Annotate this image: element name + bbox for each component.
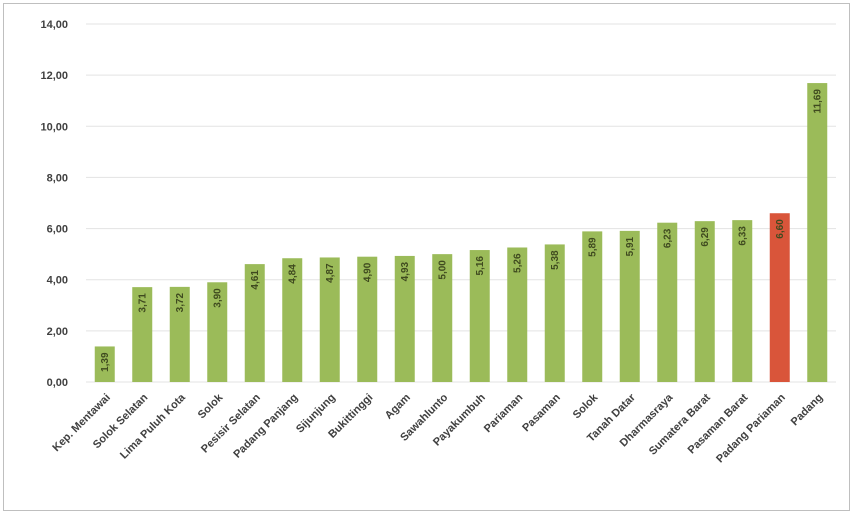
data-labels: 1,39 3,71 3,72 3,90 4,61 4,84 4,87 4,90 4,93 5,00… xyxy=(100,89,824,372)
bar xyxy=(769,213,790,382)
bar xyxy=(394,255,415,382)
y-tick-label: 4,00 xyxy=(47,275,68,287)
y-tick-label: 0,00 xyxy=(47,377,68,389)
y-tick-label: 12,00 xyxy=(40,70,68,82)
data-label: 4,87 xyxy=(325,263,336,283)
data-label: 4,93 xyxy=(400,262,411,282)
x-category-label: Agam xyxy=(383,391,413,421)
data-label: 5,38 xyxy=(550,250,561,270)
bar xyxy=(544,244,565,382)
data-label: 1,39 xyxy=(100,352,111,372)
bar xyxy=(469,250,490,382)
data-label: 5,26 xyxy=(513,253,524,273)
y-tick-label: 14,00 xyxy=(40,19,68,31)
data-label: 4,61 xyxy=(250,270,261,290)
data-label: 6,60 xyxy=(775,219,786,239)
data-label: 6,29 xyxy=(700,227,711,247)
data-label: 3,71 xyxy=(138,293,149,313)
data-label: 5,89 xyxy=(588,237,599,257)
data-label: 5,16 xyxy=(475,256,486,276)
x-category-label: Padang Pariaman xyxy=(714,391,788,465)
y-axis-ticks: 0,00 2,00 4,00 6,00 8,00 10,00 12,00 14,00 xyxy=(40,19,68,389)
bar xyxy=(357,256,378,382)
bars xyxy=(94,83,828,382)
x-category-label: Pariaman xyxy=(482,391,526,435)
chart-frame: 0,00 2,00 4,00 6,00 8,00 10,00 12,00 14,00 1,39… xyxy=(3,3,850,511)
bar xyxy=(432,254,453,382)
bar xyxy=(94,346,115,382)
bar xyxy=(619,230,640,382)
x-category-label: Solok xyxy=(571,391,601,421)
y-tick-label: 10,00 xyxy=(40,121,68,133)
data-label: 3,72 xyxy=(175,292,186,312)
data-label: 4,90 xyxy=(363,262,374,282)
x-category-label: Padang Panjang xyxy=(231,392,300,461)
x-category-label: Pasaman xyxy=(520,391,563,434)
y-tick-label: 8,00 xyxy=(47,172,68,184)
data-label: 3,90 xyxy=(213,288,224,308)
data-label: 11,69 xyxy=(813,89,824,114)
data-label: 6,33 xyxy=(738,226,749,246)
bar xyxy=(732,220,753,382)
bar xyxy=(132,287,153,382)
data-label: 6,23 xyxy=(663,228,674,248)
data-label: 4,84 xyxy=(288,264,299,284)
bar xyxy=(807,83,828,382)
x-category-label: Padang xyxy=(789,392,826,429)
bar xyxy=(207,282,228,382)
data-label: 5,91 xyxy=(625,236,636,256)
bar xyxy=(507,247,528,382)
gridlines xyxy=(86,23,836,383)
bar xyxy=(282,258,303,382)
x-category-label: Solok xyxy=(196,391,226,421)
bar xyxy=(582,231,603,382)
bar xyxy=(657,222,678,382)
bar xyxy=(169,286,190,382)
bar xyxy=(319,257,340,382)
bar-chart: 0,00 2,00 4,00 6,00 8,00 10,00 12,00 14,00 1,39… xyxy=(40,19,836,465)
y-tick-label: 6,00 xyxy=(47,224,68,236)
y-tick-label: 2,00 xyxy=(47,326,68,338)
data-label: 5,00 xyxy=(438,260,449,280)
x-category-label: Lima Puluh Kota xyxy=(118,391,188,461)
bar xyxy=(694,221,715,382)
bar xyxy=(244,264,265,382)
